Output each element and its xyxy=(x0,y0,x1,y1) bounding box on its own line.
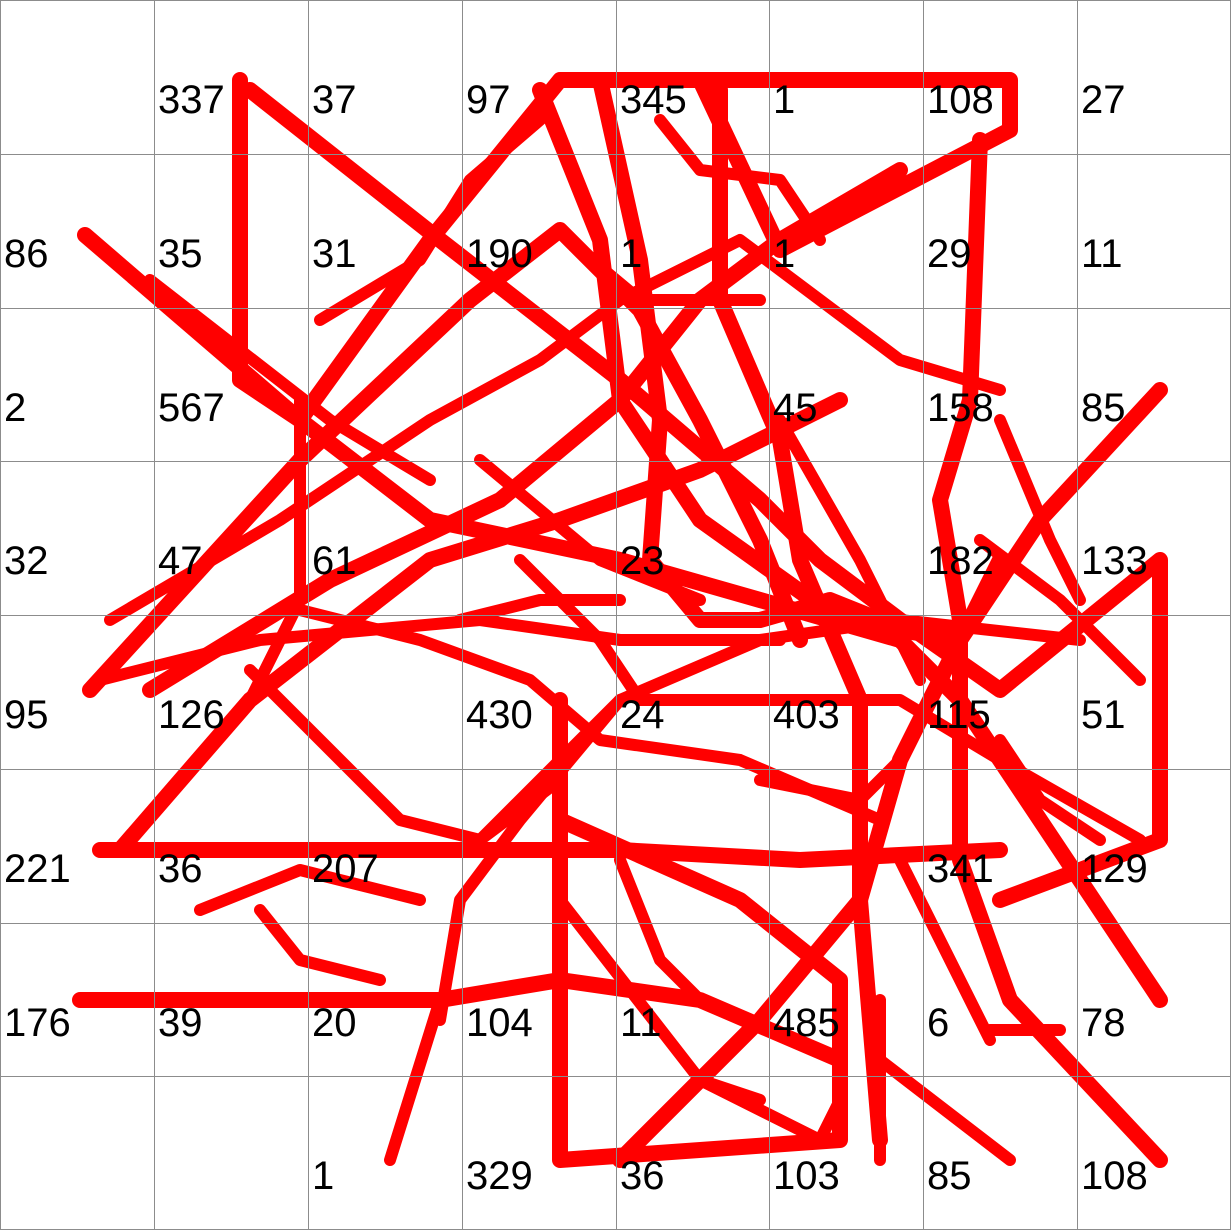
red-trace-path xyxy=(614,854,706,1006)
cell-value-r4-c2: 47 xyxy=(158,539,203,583)
red-trace-path xyxy=(142,162,908,698)
cell-value-r4-c3: 61 xyxy=(312,539,357,583)
red-trace-path xyxy=(574,244,766,306)
cell-value-r6-c7: 341 xyxy=(927,847,994,891)
red-trace-path xyxy=(434,694,626,1026)
cell-value-r2-c2: 35 xyxy=(158,232,203,276)
cell-value-r3-c8: 85 xyxy=(1081,386,1126,430)
cell-value-r5-c4: 430 xyxy=(466,693,533,737)
cell-value-r2-c1: 86 xyxy=(4,232,49,276)
red-trace-path xyxy=(244,664,566,846)
cell-value-r3-c7: 158 xyxy=(927,386,994,430)
cell-value-r5-c2: 126 xyxy=(158,693,225,737)
cell-value-r5-c1: 95 xyxy=(4,693,49,737)
red-trace-path xyxy=(694,1074,846,1146)
cell-value-r2-c6: 1 xyxy=(773,232,795,276)
cell-value-r3-c6: 45 xyxy=(773,386,818,430)
cell-value-r6-c2: 36 xyxy=(158,847,203,891)
cell-value-r5-c6: 403 xyxy=(773,693,840,737)
red-trace-path xyxy=(242,82,1168,908)
red-trace-path xyxy=(552,692,848,1168)
cell-value-r7-c7: 6 xyxy=(927,1001,949,1045)
cell-value-r2-c5: 1 xyxy=(620,232,642,276)
cell-value-r4-c1: 32 xyxy=(4,539,49,583)
cell-value-r7-c3: 20 xyxy=(312,1001,357,1045)
red-trace-path xyxy=(774,414,926,686)
red-trace-path xyxy=(514,554,1146,846)
cell-value-r2-c8: 11 xyxy=(1081,232,1123,276)
cell-value-r6-c8: 129 xyxy=(1081,847,1148,891)
cell-value-r6-c1: 221 xyxy=(4,847,71,891)
red-trace-path xyxy=(454,594,626,626)
cell-value-r1-c5: 345 xyxy=(620,78,687,122)
cell-value-r2-c7: 29 xyxy=(927,232,972,276)
cell-value-r2-c3: 31 xyxy=(312,232,357,276)
cell-value-r8-c8: 108 xyxy=(1081,1154,1148,1198)
cell-value-r8-c6: 103 xyxy=(773,1154,840,1198)
cell-value-r4-c7: 182 xyxy=(927,539,994,583)
cell-value-r3-c2: 567 xyxy=(158,386,225,430)
red-trace-layer xyxy=(72,72,1168,1168)
cell-value-r7-c4: 104 xyxy=(466,1001,533,1045)
cell-value-r1-c3: 37 xyxy=(312,78,357,122)
cell-value-r1-c7: 108 xyxy=(927,78,994,122)
cell-value-r8-c4: 329 xyxy=(466,1154,533,1198)
cell-value-r8-c3: 1 xyxy=(312,1154,334,1198)
cell-value-r7-c1: 176 xyxy=(4,1001,71,1045)
red-trace-path xyxy=(994,734,1106,846)
red-trace-path xyxy=(244,394,306,706)
red-trace-path xyxy=(754,754,906,806)
cell-value-r4-c5: 23 xyxy=(620,539,665,583)
red-trace-path xyxy=(894,854,996,1046)
cell-value-r7-c2: 39 xyxy=(158,1001,203,1045)
red-trace-path xyxy=(194,864,426,916)
cell-value-r8-c7: 85 xyxy=(927,1154,972,1198)
cell-value-r8-c5: 36 xyxy=(620,1154,665,1198)
red-trace-path xyxy=(384,994,446,1166)
cell-value-r1-c2: 337 xyxy=(158,78,225,122)
red-trace-path xyxy=(554,894,766,1106)
cell-value-r7-c6: 485 xyxy=(773,1001,840,1045)
cell-value-r5-c5: 24 xyxy=(620,693,665,737)
red-trace-path xyxy=(112,392,848,858)
red-trace-path xyxy=(874,1054,1016,1166)
cell-value-r1-c6: 1 xyxy=(773,78,795,122)
red-trace-path xyxy=(474,454,706,606)
red-trace-path xyxy=(974,534,1146,686)
cell-value-r4-c8: 133 xyxy=(1081,539,1148,583)
cell-value-r7-c8: 78 xyxy=(1081,1001,1126,1045)
red-trace-path xyxy=(654,114,826,246)
cell-value-r5-c7: 115 xyxy=(927,693,991,737)
red-trace-path xyxy=(254,904,386,986)
cell-value-r5-c8: 51 xyxy=(1081,693,1126,737)
red-trace-path xyxy=(994,414,1086,606)
red-trace-path xyxy=(144,274,436,486)
cell-value-r7-c5: 11 xyxy=(620,1001,662,1045)
cell-value-r3-c1: 2 xyxy=(4,386,26,430)
red-trace-path xyxy=(932,132,1168,1168)
cell-value-r6-c3: 207 xyxy=(312,847,379,891)
cell-value-r1-c4: 97 xyxy=(466,78,511,122)
red-trace-path xyxy=(314,114,546,326)
cell-value-r2-c4: 190 xyxy=(466,232,533,276)
cell-value-r1-c8: 27 xyxy=(1081,78,1126,122)
